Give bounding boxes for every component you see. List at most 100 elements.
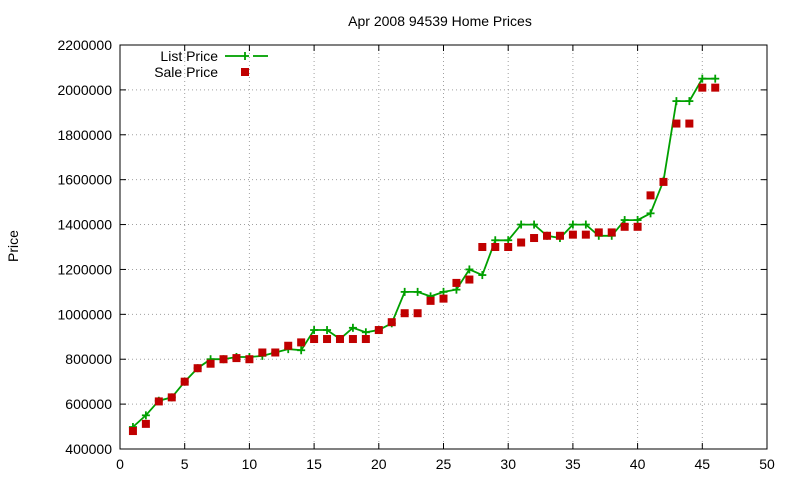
sale-price-point <box>141 419 150 428</box>
x-tick-label: 40 <box>630 456 646 472</box>
x-tick-label: 15 <box>306 456 322 472</box>
list-price-line <box>132 77 716 428</box>
sale-price-point <box>646 191 655 200</box>
sale-price-point <box>685 119 694 128</box>
sale-price-point <box>323 335 332 344</box>
sale-price-point <box>219 355 228 364</box>
sale-price-point <box>348 335 357 344</box>
sale-price-point <box>297 338 306 347</box>
list-price-point <box>568 220 577 229</box>
y-tick-label: 2000000 <box>57 82 112 98</box>
sale-price-point <box>154 397 163 406</box>
x-tick-label: 0 <box>116 456 124 472</box>
list-price-point <box>672 97 681 106</box>
sale-price-point <box>543 231 552 240</box>
legend: List Price Sale Price <box>154 48 268 80</box>
sale-price-point <box>232 354 241 363</box>
list-price-point <box>504 236 513 245</box>
sale-price-point <box>374 326 383 335</box>
list-price-point <box>452 285 461 294</box>
sale-price-point <box>620 222 629 231</box>
list-price-point <box>491 236 500 245</box>
sale-price-point <box>167 393 176 402</box>
sale-price-point <box>413 309 422 318</box>
y-tick-label: 1600000 <box>57 172 112 188</box>
list-price-point <box>530 220 539 229</box>
chart-series <box>128 74 720 436</box>
y-tick-label: 600000 <box>65 396 112 412</box>
sale-price-point <box>594 228 603 237</box>
sale-price-point <box>633 222 642 231</box>
y-axis-label: Price <box>5 230 21 262</box>
sale-price-point <box>555 231 564 240</box>
sale-price-point <box>400 309 409 318</box>
sale-price-point <box>335 335 344 344</box>
sale-price-point <box>504 243 513 251</box>
sale-price-point <box>128 427 137 436</box>
y-tick-label: 2200000 <box>57 37 112 53</box>
list-price-point <box>581 220 590 229</box>
list-price-point <box>400 287 409 296</box>
sale-price-point <box>452 278 461 287</box>
sale-price-point <box>258 348 267 357</box>
sale-price-point <box>206 359 215 368</box>
list-price-point <box>478 271 487 280</box>
x-tick-label: 30 <box>500 456 516 472</box>
list-price-point <box>439 287 448 296</box>
list-price-point <box>361 328 370 337</box>
list-price-point <box>465 265 474 274</box>
x-tick-label: 45 <box>695 456 711 472</box>
sale-price-point <box>387 318 396 327</box>
sale-price-point <box>698 83 707 92</box>
y-tick-label: 800000 <box>65 351 112 367</box>
list-price-point <box>698 74 707 83</box>
sale-price-point <box>465 275 474 284</box>
sale-price-point <box>439 294 448 303</box>
legend-marker-list-price <box>241 52 249 60</box>
list-price-point <box>310 326 319 335</box>
sale-price-point <box>517 238 526 247</box>
sale-price-point <box>711 83 720 92</box>
sale-price-point <box>607 228 616 237</box>
y-tick-label: 1400000 <box>57 217 112 233</box>
list-price-point <box>646 209 655 218</box>
sale-price-point <box>530 234 539 243</box>
x-tick-label: 20 <box>371 456 387 472</box>
y-tick-label: 400000 <box>65 441 112 457</box>
sale-price-point <box>426 296 435 305</box>
grid-lines <box>120 45 767 449</box>
x-tick-label: 25 <box>436 456 452 472</box>
y-tick-label: 1200000 <box>57 261 112 277</box>
sale-price-point <box>284 341 293 350</box>
legend-label-list-price: List Price <box>160 48 218 64</box>
sale-price-point <box>478 243 487 251</box>
list-price-point <box>413 287 422 296</box>
sale-price-point <box>568 230 577 239</box>
y-tick-label: 1000000 <box>57 306 112 322</box>
list-price-point <box>685 97 694 106</box>
sale-price-point <box>193 364 202 373</box>
y-tick-label: 1800000 <box>57 127 112 143</box>
sale-price-point <box>310 335 319 344</box>
x-tick-label: 5 <box>181 456 189 472</box>
list-price-point <box>348 323 357 332</box>
sale-price-point <box>245 355 254 364</box>
list-price-point <box>323 326 332 335</box>
y-axis-ticks: 400000 600000 800000 1000000 1200000 1400000 1… <box>57 37 767 457</box>
sale-price-point <box>659 177 668 186</box>
chart-title: Apr 2008 94539 Home Prices <box>348 13 532 29</box>
plot-area-border <box>119 44 768 450</box>
sale-price-point <box>491 243 500 251</box>
list-price-point <box>633 216 642 225</box>
x-tick-label: 35 <box>565 456 581 472</box>
sale-price-point <box>361 335 370 344</box>
list-price-point <box>711 74 720 83</box>
sale-price-point <box>581 230 590 239</box>
x-tick-label: 50 <box>759 456 775 472</box>
legend-marker-sale-price <box>241 68 249 76</box>
list-price-point <box>297 346 306 355</box>
x-axis-ticks: 0 5 10 15 20 25 30 35 40 45 50 <box>116 45 775 472</box>
sale-price-point <box>180 377 189 386</box>
sale-price-point <box>271 348 280 357</box>
